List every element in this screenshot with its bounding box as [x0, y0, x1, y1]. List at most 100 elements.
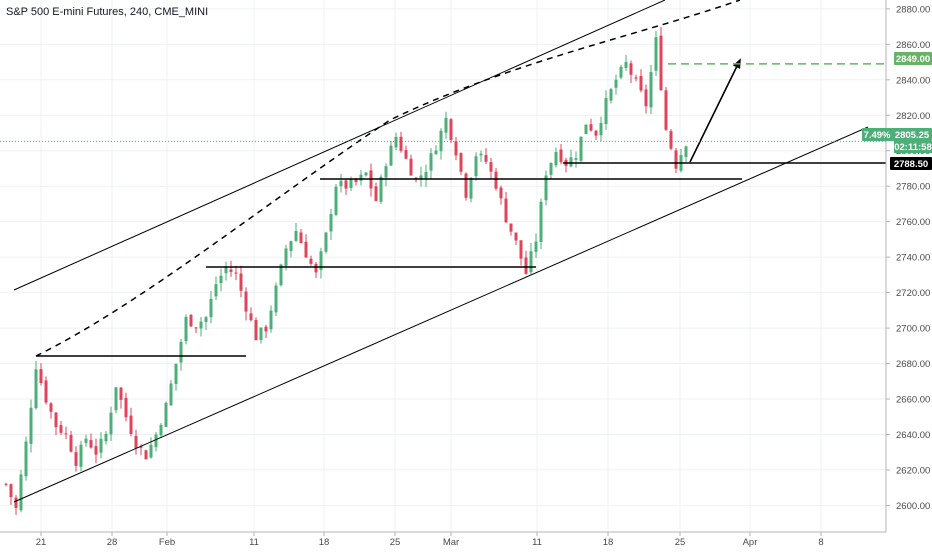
candle-body — [594, 130, 598, 136]
candle-body — [644, 89, 648, 107]
candle-body — [164, 403, 168, 427]
candle-body — [649, 72, 653, 108]
projection-arrow[interactable] — [689, 58, 741, 163]
candle-body — [429, 153, 433, 171]
support-price-tag: 2788.50 — [894, 159, 928, 170]
candle-body — [349, 179, 353, 188]
chart-title: S&P 500 E-mini Futures, 240, CME_MINI — [6, 6, 208, 18]
candle-body — [489, 162, 493, 172]
countdown-tag: 02:11:58 — [894, 142, 932, 153]
dashed-trend-curve[interactable] — [35, 0, 741, 357]
candle-body — [54, 412, 58, 428]
candle-body — [339, 180, 343, 187]
candle-body — [19, 474, 23, 511]
candlestick-series — [4, 26, 688, 515]
candle-body — [154, 434, 158, 448]
candle-body — [184, 316, 188, 342]
candle-body — [654, 37, 658, 71]
current-price-tag-bg — [862, 128, 932, 141]
y-tick-label: 2760.00 — [896, 217, 930, 228]
candle-body — [434, 150, 438, 155]
candle-body — [104, 433, 108, 442]
x-tick-label: 11 — [249, 537, 259, 548]
candle-body — [684, 146, 688, 157]
candle-body — [259, 327, 263, 341]
candle-body — [269, 310, 273, 330]
current-price-tag: 2805.25 — [895, 130, 930, 141]
candle-body — [114, 387, 118, 411]
x-tick-label: 18 — [319, 537, 330, 548]
candle-body — [559, 149, 563, 163]
candle-body — [619, 66, 623, 78]
x-tick-label: 21 — [36, 537, 47, 548]
candle-body — [274, 285, 278, 313]
x-tick-label: 28 — [107, 537, 118, 548]
candle-body — [24, 441, 28, 477]
candle-body — [179, 341, 183, 363]
candle-body — [584, 124, 588, 135]
candle-body — [424, 172, 428, 179]
candle-body — [604, 98, 608, 124]
candle-body — [614, 79, 618, 88]
candle-body — [554, 152, 558, 166]
candle-body — [159, 424, 163, 436]
x-tick-label: Mar — [443, 537, 459, 548]
candle-body — [134, 435, 138, 449]
candle-body — [324, 232, 328, 252]
candle-body — [84, 438, 88, 443]
candle-body — [94, 446, 98, 455]
candle-body — [234, 272, 238, 274]
price-axis[interactable]: 2600.00 2620.00 2640.00 2660.00 2680.00 2700.… — [886, 4, 930, 512]
candle-body — [589, 124, 593, 131]
candle-body — [574, 158, 578, 160]
candle-body — [34, 369, 38, 409]
time-axis[interactable]: 21 28 Feb 11 18 25 Mar 11 18 25 Apr 8 — [36, 532, 824, 548]
candle-body — [204, 317, 208, 323]
candle-body — [499, 187, 503, 199]
candle-body — [224, 267, 228, 274]
candle-body — [294, 230, 298, 241]
candle-body — [444, 117, 448, 133]
target-price-tag-bg — [894, 52, 932, 65]
candle-body — [109, 412, 113, 435]
candle-body — [39, 369, 43, 384]
candle-body — [319, 251, 323, 271]
candle-body — [579, 136, 583, 161]
candle-body — [9, 484, 13, 498]
current-pct-tag: 7.49% — [864, 130, 891, 141]
candle-body — [69, 434, 73, 452]
candle-body — [374, 186, 378, 201]
candle-body — [394, 136, 398, 148]
candle-body — [384, 166, 388, 178]
candle-body — [419, 175, 423, 179]
candle-body — [129, 415, 133, 435]
candle-body — [624, 61, 628, 68]
y-tick-label: 2640.00 — [896, 430, 930, 441]
support-price-tag-bg — [890, 157, 932, 170]
candle-body — [309, 258, 313, 264]
candle-body — [364, 172, 368, 176]
candle-body — [59, 425, 63, 433]
candle-body — [569, 157, 573, 167]
x-tick-label: 11 — [532, 537, 542, 548]
y-tick-label: 2780.00 — [896, 182, 930, 193]
candle-body — [504, 198, 508, 223]
countdown-tag-bg — [894, 141, 932, 153]
candle-body — [89, 440, 93, 448]
upper-channel-line[interactable] — [13, 0, 666, 291]
candle-body — [459, 153, 463, 172]
candle-body — [529, 251, 533, 273]
candle-body — [209, 298, 213, 318]
candle-body — [409, 158, 413, 176]
y-tick-label: 2660.00 — [896, 395, 930, 406]
candle-body — [299, 232, 303, 244]
candle-body — [524, 257, 528, 274]
target-price-tag: 2849.00 — [896, 54, 930, 65]
lower-channel-line[interactable] — [13, 126, 869, 503]
candle-body — [264, 326, 268, 332]
candle-body — [454, 141, 458, 156]
y-tick-label: 2620.00 — [896, 465, 930, 476]
price-levels — [0, 63, 886, 142]
candle-body — [229, 269, 233, 272]
